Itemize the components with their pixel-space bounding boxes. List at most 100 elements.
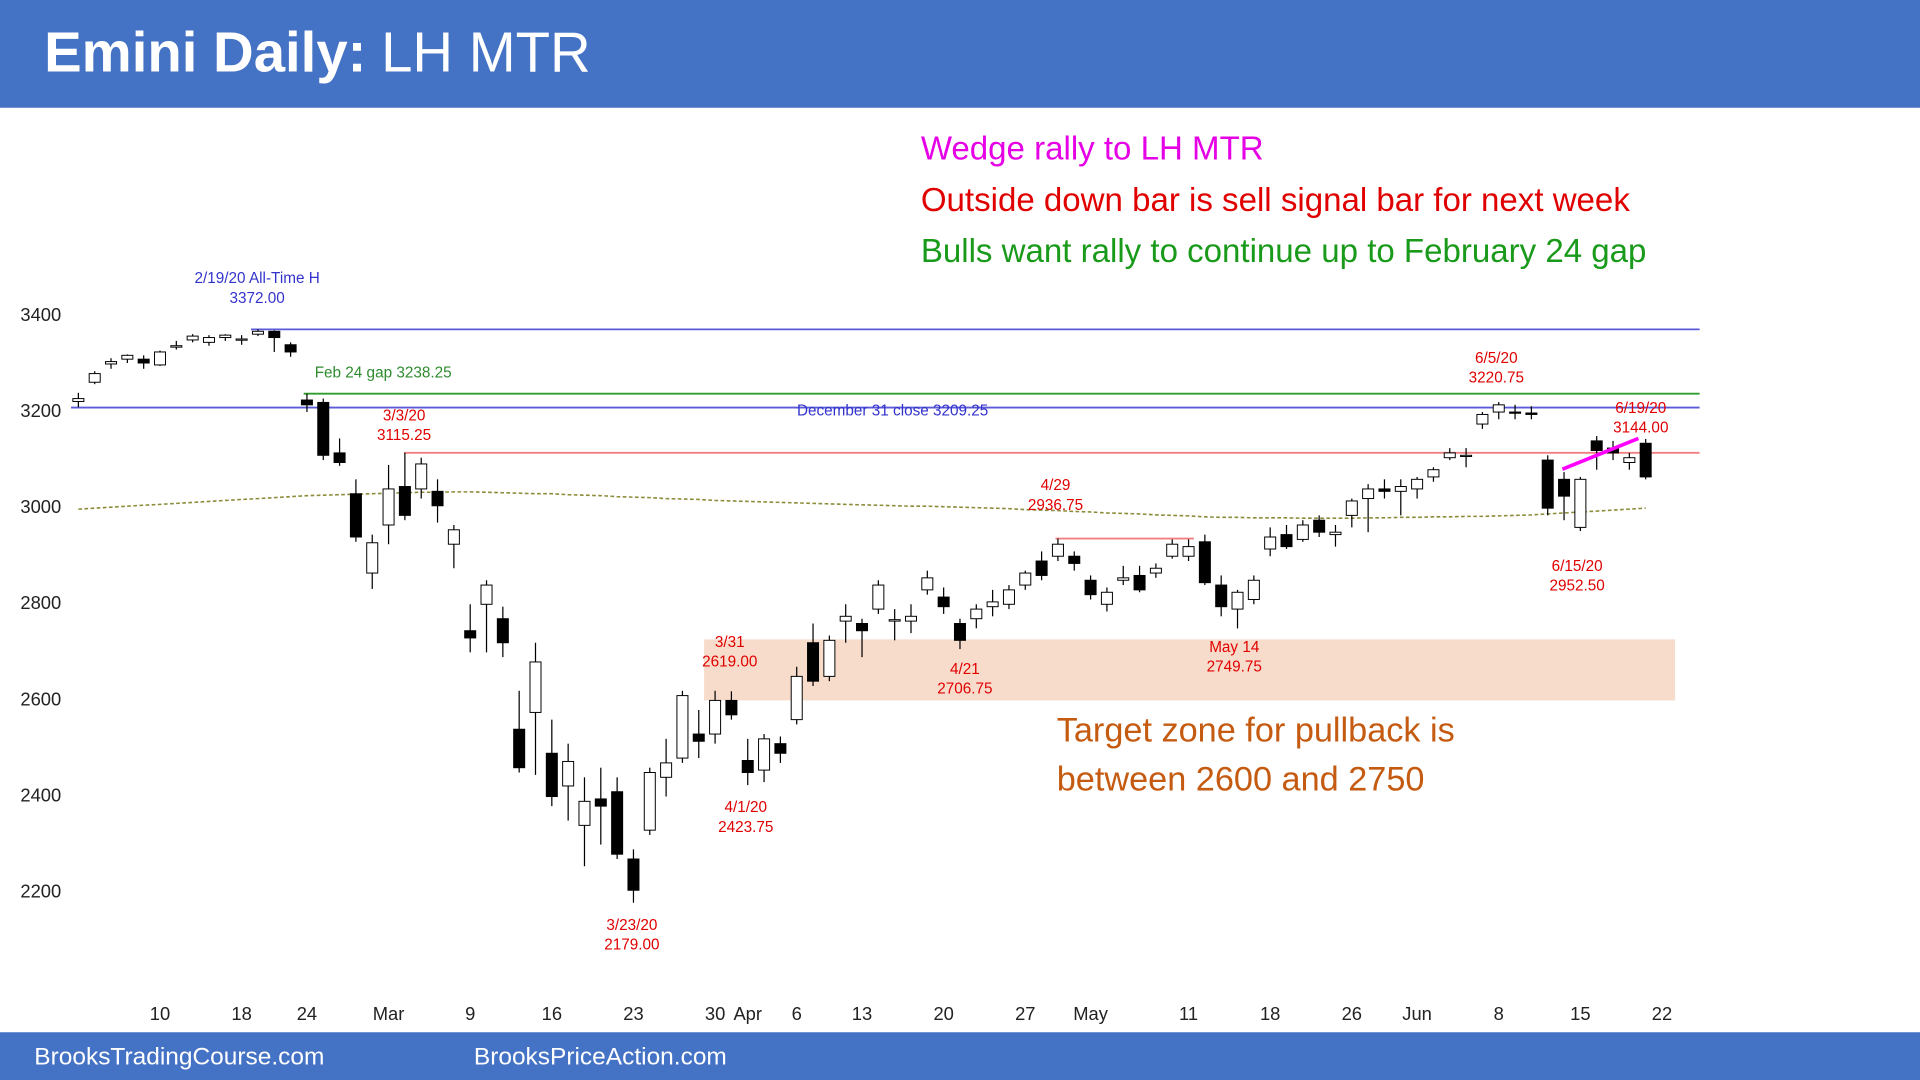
- candle-body: [643, 772, 656, 831]
- y-tick-label: 2400: [20, 784, 61, 805]
- candle-body: [1166, 543, 1179, 557]
- candle-body: [529, 661, 542, 713]
- candle-body: [1051, 543, 1064, 557]
- x-tick-label: 9: [465, 1003, 475, 1024]
- annotation: 6/15/20: [1552, 558, 1603, 575]
- wedge-line: [1561, 436, 1640, 471]
- annotation: 2936.75: [1028, 497, 1083, 514]
- candle-body: [1329, 531, 1342, 536]
- candle-body: [447, 529, 460, 545]
- candle-body: [1345, 500, 1358, 516]
- candle-body: [937, 596, 950, 608]
- y-tick-label: 3400: [20, 304, 61, 325]
- candle-body: [382, 488, 395, 526]
- candle-body: [349, 493, 362, 538]
- candle-body: [888, 619, 901, 622]
- candle-body: [1427, 469, 1440, 478]
- candle-body: [1394, 486, 1407, 492]
- x-tick-label: 18: [231, 1003, 251, 1024]
- callout: Wedge rally to LH MTR: [921, 130, 1264, 167]
- header-bar: [0, 0, 1920, 108]
- target-note: between 2600 and 2750: [1057, 760, 1425, 798]
- candle-body: [1149, 567, 1162, 574]
- candle-body: [1231, 591, 1244, 610]
- candle-body: [1117, 577, 1130, 581]
- annotation: 6/5/20: [1475, 350, 1518, 367]
- candle-body: [72, 398, 85, 402]
- annotation: 3115.25: [377, 427, 431, 444]
- candle-body: [872, 584, 885, 610]
- annotation: Feb 24 gap 3238.25: [315, 365, 452, 382]
- candle-body: [496, 618, 509, 644]
- candle-body: [823, 639, 836, 677]
- title-bold: Emini Daily:: [44, 20, 366, 83]
- annotation: 2952.50: [1549, 578, 1604, 595]
- candle-body: [105, 361, 118, 365]
- annotation: 4/21: [950, 661, 980, 678]
- y-tick-label: 3200: [20, 400, 61, 421]
- candle-body: [611, 791, 624, 855]
- annotation: 6/19/20: [1615, 400, 1666, 417]
- candle-body: [1198, 541, 1211, 584]
- x-tick-label: 8: [1494, 1003, 1504, 1024]
- y-tick-label: 2200: [20, 880, 61, 901]
- x-tick-label: 11: [1179, 1003, 1198, 1024]
- x-tick-label: 13: [852, 1003, 872, 1024]
- candle-body: [366, 542, 379, 574]
- candle-body: [1443, 452, 1456, 459]
- annotation: 2179.00: [604, 936, 659, 953]
- candle-body: [594, 798, 607, 807]
- x-tick-label: 15: [1570, 1003, 1590, 1024]
- candle-body: [398, 486, 411, 516]
- annotation: 3372.00: [229, 290, 284, 307]
- candle-body: [562, 760, 575, 787]
- x-tick-label: Mar: [373, 1003, 405, 1024]
- annotation: 2619.00: [702, 653, 757, 670]
- candle-body: [741, 759, 754, 773]
- candle-body: [676, 695, 689, 759]
- candle-body: [137, 358, 150, 364]
- plot: 2200 2400 2600 2800 3000 3200 3400 10 18 24 Mar 9 16…: [20, 130, 1700, 1024]
- candle-body: [709, 699, 722, 735]
- candle-body: [807, 642, 820, 682]
- annotation: December 31 close 3209.25: [797, 402, 988, 419]
- x-tick-label: 26: [1342, 1003, 1362, 1024]
- candle-body: [921, 577, 934, 591]
- candle-body: [235, 338, 248, 341]
- candle-body: [1313, 519, 1326, 533]
- candle-body: [660, 762, 673, 778]
- candle-body: [856, 623, 869, 632]
- x-tick-label: 16: [542, 1003, 562, 1024]
- candle-body: [970, 608, 983, 620]
- candle-body: [480, 584, 493, 605]
- candle-body: [1574, 478, 1587, 528]
- candle-body: [219, 334, 232, 339]
- x-tick-label: Apr: [733, 1003, 762, 1024]
- slide-title: Emini Daily: LH MTR: [44, 20, 591, 83]
- candle-body: [251, 330, 264, 335]
- candle-body: [300, 399, 313, 406]
- y-tick-label: 2600: [20, 688, 61, 709]
- x-tick-label: 10: [150, 1003, 170, 1024]
- candle-body: [415, 463, 428, 490]
- annotation: 3/31: [715, 634, 745, 651]
- x-tick-label: 24: [297, 1003, 317, 1024]
- y-tick-label: 2800: [20, 592, 61, 613]
- candle-body: [431, 490, 444, 507]
- title-rest: LH MTR: [381, 20, 591, 83]
- candle-body: [1035, 560, 1048, 576]
- candle-body: [513, 728, 526, 769]
- x-tick-label: 20: [933, 1003, 953, 1024]
- annotation: 2706.75: [937, 680, 992, 697]
- x-tick-label: 6: [792, 1003, 802, 1024]
- candle-body: [627, 858, 640, 891]
- candle-body: [268, 330, 281, 339]
- candle-body: [153, 351, 166, 366]
- x-tick-label: May: [1073, 1003, 1109, 1024]
- candle-body: [186, 335, 199, 341]
- candle-body: [692, 733, 705, 742]
- target-note: Target zone for pullback is: [1057, 711, 1455, 749]
- candle-body: [1068, 555, 1081, 564]
- candle-body: [1019, 572, 1032, 586]
